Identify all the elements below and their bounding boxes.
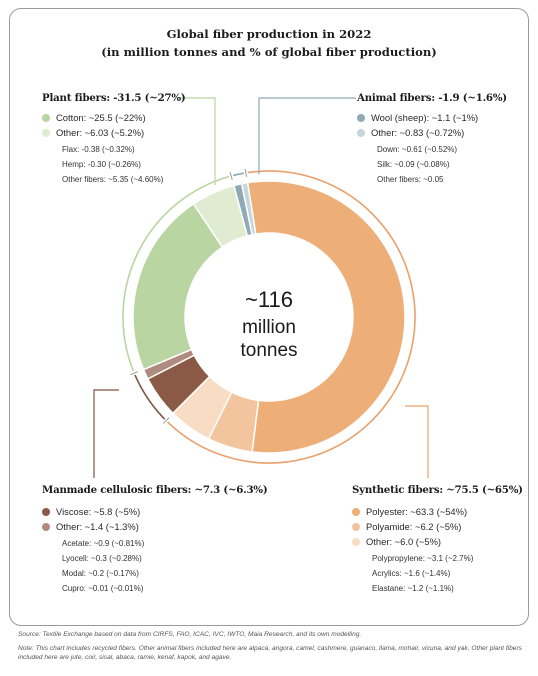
donut-slice-polyester: [246, 180, 406, 454]
plant-other-label: Other: ~6.03 (~5.2%): [56, 127, 145, 138]
legend-animal-fibers: Animal fibers: -1.9 (~1.6%) Wool (sheep)…: [357, 92, 507, 187]
plant-fibers-header: Plant fibers: -31.5 (~27%): [42, 92, 186, 104]
legend-item-polyester: Polyester: ~63.3 (~54%): [352, 504, 523, 519]
outer-arc-synthetic-fibers: [167, 170, 416, 464]
manmade-sub-acetate: Acetate: ~0.9 (~0.81%): [62, 539, 145, 548]
group-outer-ring: [122, 168, 416, 464]
manmade-sub-cupro: Cupro: ~0.01 (~0.01%): [62, 584, 144, 593]
polyamide-label: Polyamide: ~6.2 (~5%): [366, 521, 462, 532]
polyamide-swatch: [352, 522, 360, 531]
chart-title-line2: (in million tonnes and % of global fiber…: [101, 45, 437, 59]
center-total-unit: million: [242, 317, 296, 338]
synthetic-fibers-header: Synthetic fibers: ~75.5 (~65%): [352, 484, 523, 496]
donut-slice-other-plant: [192, 184, 249, 249]
synthetic-sub-elastane: Elastane: ~1.2 (~1.1%): [372, 584, 454, 593]
plant-sub-hemp: Hemp: -0.30 (~0.26%): [62, 160, 141, 169]
cotton-swatch: [42, 113, 50, 122]
plant-leader-line: [178, 97, 216, 185]
outer-arc-manmade-cellulosic-fibers: [134, 374, 166, 420]
legend-manmade-cellulosic: Manmade cellulosic fibers: ~7.3 (~6.3%) …: [42, 484, 268, 596]
leader-lines: [93, 97, 429, 478]
animal-sub-silk: Silk: ~0.09 (~0.08%): [377, 160, 450, 169]
polyester-label: Polyester: ~63.3 (~54%): [366, 506, 468, 517]
legend-plant-fibers: Plant fibers: -31.5 (~27%) Cotton: ~25.5…: [42, 92, 186, 187]
footer-note: Note: This chart includes recycled fiber…: [18, 645, 522, 661]
plant-other-swatch: [42, 128, 50, 137]
animal-sub-down: Down: ~0.61 (~0.52%): [377, 145, 458, 154]
donut-slices: [132, 180, 406, 454]
viscose-swatch: [42, 507, 50, 516]
synthetic-other-swatch: [352, 537, 360, 546]
center-total-unit-2: tonnes: [240, 340, 297, 361]
outer-ring-separator: [130, 371, 139, 376]
cotton-label: Cotton: ~25.5 (~22%): [56, 112, 146, 123]
chart-title-line1: Global fiber production in 2022: [166, 27, 372, 41]
legend-item-manmade-other: Other: ~1.4 (~1.3%): [42, 519, 268, 534]
manmade-other-swatch: [42, 522, 50, 531]
legend-item-animal-other: Other: ~0.83 (~0.72%): [357, 125, 507, 140]
manmade-fibers-header: Manmade cellulosic fibers: ~7.3 (~6.3%): [42, 484, 268, 496]
footer-source: Source: Textile Exchange based on data f…: [18, 631, 362, 638]
legend-item-synthetic-other: Other: ~6.0 (~5%): [352, 534, 523, 549]
synthetic-sub-acrylics: Acrylics: ~1.6 (~1.4%): [372, 569, 451, 578]
center-total-value: ~116: [245, 287, 293, 312]
synthetic-leader-line: [405, 405, 429, 478]
polyester-swatch: [352, 507, 360, 516]
legend-synthetic-fibers: Synthetic fibers: ~75.5 (~65%) Polyester…: [352, 484, 523, 596]
animal-fibers-header: Animal fibers: -1.9 (~1.6%): [357, 92, 507, 104]
animal-other-swatch: [357, 128, 365, 137]
plant-sub-flax: Flax: -0.38 (~0.32%): [62, 145, 135, 154]
outer-arc-animal-fibers: [232, 172, 245, 177]
outer-ring-separator: [244, 168, 248, 177]
outer-ring-separator: [162, 417, 170, 424]
animal-leader-line: [258, 97, 356, 174]
outer-ring-separator: [229, 171, 233, 180]
viscose-label: Viscose: ~5.8 (~5%): [56, 506, 141, 517]
outer-arc-plant-fibers: [122, 175, 230, 372]
legend-item-plant-other: Other: ~6.03 (~5.2%): [42, 125, 185, 140]
manmade-leader-line: [93, 389, 119, 478]
chart-card: [9, 8, 529, 626]
manmade-sub-modal: Modal: ~0.2 (~0.17%): [62, 569, 139, 578]
synthetic-other-label: Other: ~6.0 (~5%): [366, 536, 442, 547]
animal-other-label: Other: ~0.83 (~0.72%): [371, 127, 465, 138]
manmade-sub-lyocell: Lyocell: ~0.3 (~0.28%): [62, 554, 142, 563]
manmade-other-label: Other: ~1.4 (~1.3%): [56, 521, 139, 532]
animal-sub-other: Other fibers: ~0.05: [377, 175, 444, 184]
legend-item-polyamide: Polyamide: ~6.2 (~5%): [352, 519, 523, 534]
legend-item-wool: Wool (sheep): ~1.1 (~1%): [357, 110, 507, 125]
legend-item-viscose: Viscose: ~5.8 (~5%): [42, 504, 268, 519]
donut-slice-cotton: [132, 202, 224, 371]
legend-item-cotton: Cotton: ~25.5 (~22%): [42, 110, 185, 125]
synthetic-sub-polypropylene: Polypropylene: ~3.1 (~2.7%): [372, 554, 474, 563]
wool-label: Wool (sheep): ~1.1 (~1%): [371, 112, 479, 123]
plant-sub-other: Other fibers: ~5.35 (~4.60%): [62, 175, 164, 184]
wool-swatch: [357, 113, 365, 122]
